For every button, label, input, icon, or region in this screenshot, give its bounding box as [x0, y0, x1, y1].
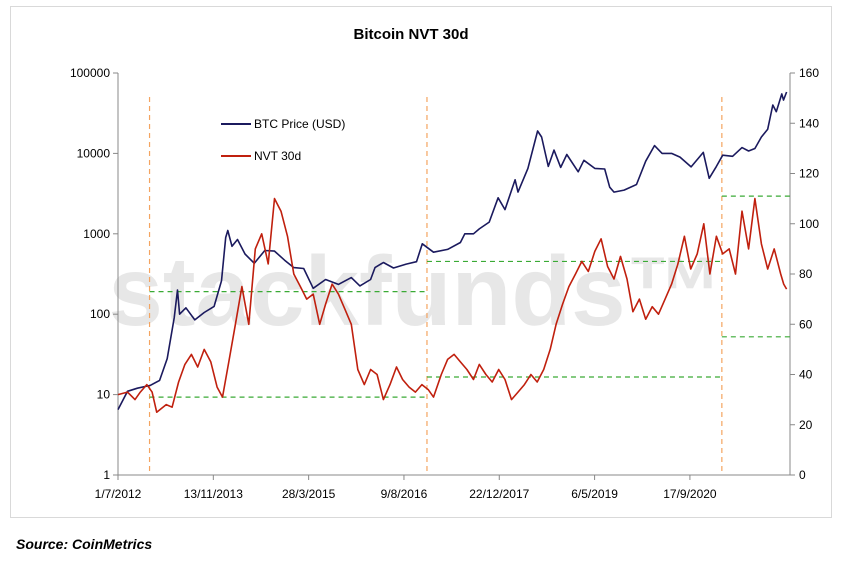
right-tick-label: 140 — [799, 116, 819, 130]
x-tick-label: 9/8/2016 — [381, 487, 428, 501]
x-tick-label: 17/9/2020 — [663, 487, 717, 501]
right-tick-label: 60 — [799, 317, 813, 331]
left-tick-label: 1 — [103, 468, 110, 482]
right-tick-label: 20 — [799, 418, 813, 432]
legend: BTC Price (USD) NVT 30d — [221, 117, 345, 163]
right-tick-label: 120 — [799, 167, 819, 181]
legend-label-nvt: NVT 30d — [254, 149, 301, 163]
right-tick-label: 160 — [799, 66, 819, 80]
x-tick-label: 1/7/2012 — [95, 487, 142, 501]
left-tick-label: 100 — [90, 307, 110, 321]
left-tick-label: 100000 — [70, 66, 110, 80]
reference-lines — [148, 97, 790, 475]
axes: 1 10 100 1000 10000 100000 0 20 40 60 80 100 120 140 1… — [70, 66, 819, 501]
x-tick-label: 6/5/2019 — [571, 487, 618, 501]
watermark: stackfunds™ — [108, 236, 723, 346]
nvt-30d-line — [117, 197, 788, 414]
chart-title: Bitcoin NVT 30d — [353, 26, 468, 43]
left-tick-label: 1000 — [83, 227, 110, 241]
legend-label-price: BTC Price (USD) — [254, 117, 345, 131]
source-note: Source: CoinMetrics — [16, 536, 153, 552]
right-tick-label: 80 — [799, 267, 813, 281]
right-tick-label: 100 — [799, 217, 819, 231]
right-tick-label: 0 — [799, 468, 806, 482]
nvt-chart: Bitcoin NVT 30d stackfunds™ 110100100010… — [70, 26, 819, 501]
left-tick-label: 10000 — [77, 146, 111, 160]
right-tick-label: 40 — [799, 368, 813, 382]
btc-price-line — [117, 91, 788, 410]
x-tick-label: 22/12/2017 — [469, 487, 529, 501]
x-tick-label: 13/11/2013 — [184, 487, 243, 501]
x-tick-label: 28/3/2015 — [282, 487, 336, 501]
chart-frame: Bitcoin NVT 30d stackfunds™ 1 10 100 1000 10… — [10, 6, 832, 518]
left-tick-label: 10 — [97, 388, 111, 402]
series-lines — [117, 91, 788, 414]
